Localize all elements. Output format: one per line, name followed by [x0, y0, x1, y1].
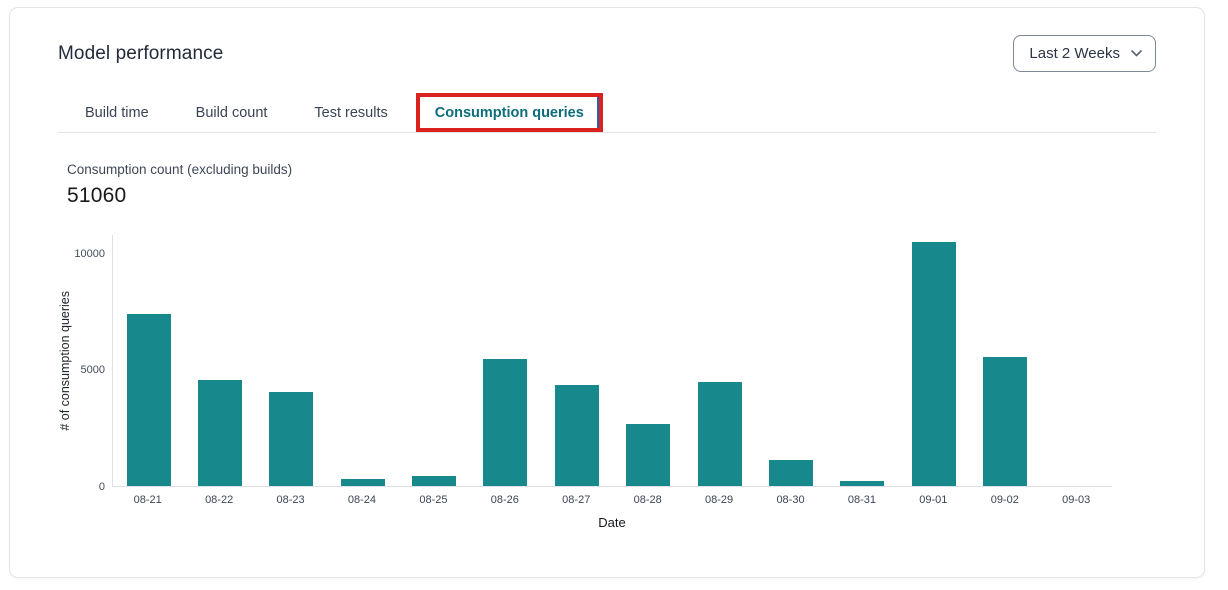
y-axis-label: # of consumption queries: [58, 291, 72, 431]
x-tick-08-25: 08-25: [419, 494, 448, 506]
bar-slot-08-31: [827, 235, 898, 486]
bar-slot-08-23: [256, 235, 327, 486]
period-dropdown[interactable]: Last 2 Weeks: [1013, 35, 1156, 72]
y-tick-5000: 5000: [80, 364, 105, 377]
x-tick-09-03: 09-03: [1062, 494, 1091, 506]
bar-slot-08-29: [684, 235, 755, 486]
kpi-value: 51060: [67, 184, 127, 207]
x-tick-08-22: 08-22: [205, 494, 234, 506]
plot-column: 08-21 08-22 08-23 08-24 08-25 08-26 08-27 08-28…: [112, 235, 1112, 530]
bar-08-25: [412, 476, 457, 486]
period-dropdown-value: Last 2 Weeks: [1029, 45, 1120, 62]
bar-08-23: [269, 392, 314, 486]
card-header: Model performance Last 2 Weeks: [58, 35, 1156, 72]
y-tick-10000: 10000: [74, 247, 105, 260]
x-tick-08-24: 08-24: [347, 494, 377, 506]
y-axis-label-wrap: # of consumption queries: [58, 235, 72, 487]
x-tick-08-27: 08-27: [562, 494, 591, 506]
tab-consumption-queries[interactable]: Consumption queries: [434, 104, 584, 121]
x-tick-08-31: 08-31: [847, 494, 876, 506]
kpi-block: Consumption count (excluding builds) 510…: [67, 162, 1156, 208]
tab-build-time[interactable]: Build time: [85, 104, 149, 121]
tabs-bar: Build time Build count Test results Cons…: [58, 93, 1156, 133]
bar-08-30: [768, 459, 813, 486]
bar-slot-09-03: [1041, 235, 1112, 486]
x-tick-09-01: 09-01: [919, 494, 948, 506]
bar-slot-08-30: [755, 235, 826, 486]
y-ticks: 0 5000 10000: [72, 235, 112, 493]
bar-08-29: [697, 382, 742, 486]
plot-area: [112, 235, 1112, 487]
bar-08-24: [340, 479, 385, 486]
bar-slot-09-02: [969, 235, 1040, 486]
bar-08-26: [483, 358, 528, 486]
bar-slot-08-28: [613, 235, 684, 486]
model-performance-card: Model performance Last 2 Weeks Build tim…: [9, 7, 1205, 578]
x-tick-08-29: 08-29: [705, 494, 734, 506]
kpi-label: Consumption count (excluding builds): [67, 162, 293, 177]
tab-build-count[interactable]: Build count: [195, 104, 268, 121]
tab-test-results[interactable]: Test results: [314, 104, 388, 121]
bar-slot-08-21: [113, 235, 184, 486]
x-tick-08-21: 08-21: [133, 494, 162, 506]
bar-slot-08-25: [398, 235, 469, 486]
red-highlight-annotation: Consumption queries: [415, 93, 603, 132]
bar-slot-08-26: [470, 235, 541, 486]
bar-09-01: [911, 242, 956, 486]
bar-08-28: [626, 423, 671, 486]
bar-slot-08-24: [327, 235, 398, 486]
page-title: Model performance: [58, 42, 224, 64]
chevron-down-icon: [1131, 50, 1142, 57]
x-tick-08-28: 08-28: [633, 494, 662, 506]
x-tick-08-23: 08-23: [276, 494, 305, 506]
bar-08-21: [126, 313, 171, 486]
bar-08-31: [840, 481, 885, 486]
bar-slot-09-01: [898, 235, 969, 486]
consumption-queries-chart: # of consumption queries 0 5000 10000 08-2…: [58, 235, 1112, 530]
y-tick-0: 0: [98, 481, 105, 493]
x-tick-08-26: 08-26: [490, 494, 519, 506]
bar-08-27: [554, 385, 599, 486]
bar-09-02: [982, 356, 1027, 486]
x-tick-08-30: 08-30: [776, 494, 805, 506]
x-ticks: 08-21 08-22 08-23 08-24 08-25 08-26 08-27 08-28…: [112, 494, 1112, 506]
x-axis-label: Date: [598, 515, 626, 530]
bar-08-22: [198, 379, 243, 486]
bar-slot-08-22: [184, 235, 255, 486]
bar-slot-08-27: [541, 235, 612, 486]
x-tick-09-02: 09-02: [990, 494, 1019, 506]
